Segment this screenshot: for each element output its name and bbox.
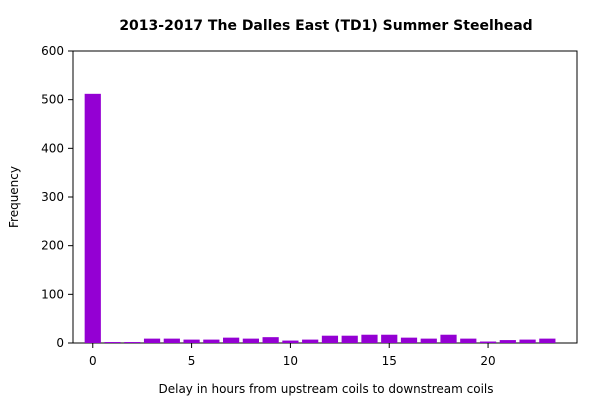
histogram-bar: [460, 338, 477, 343]
histogram-bar: [400, 337, 418, 343]
y-tick-label: 200: [41, 239, 64, 253]
chart-title: 2013-2017 The Dalles East (TD1) Summer S…: [119, 18, 532, 34]
histogram-bar: [381, 334, 398, 343]
x-axis: 0 5 10 15 20: [89, 343, 496, 368]
y-tick-label: 300: [41, 190, 64, 204]
y-tick-label: 400: [41, 141, 64, 155]
histogram-bar: [84, 93, 101, 344]
histogram-bar: [341, 335, 358, 343]
y-axis-label: Frequency: [7, 166, 21, 228]
histogram-bar: [302, 339, 319, 343]
histogram-bar: [479, 341, 497, 343]
histogram-bar: [321, 335, 339, 343]
histogram-bar: [143, 338, 161, 343]
y-axis: 0 100 200 300 400 500 600: [41, 44, 73, 350]
bars-group: [84, 93, 556, 344]
x-tick-label: 10: [283, 354, 298, 368]
histogram-bar: [440, 334, 457, 343]
histogram-bar: [282, 340, 299, 343]
plot-area: [72, 50, 578, 344]
histogram-bar: [183, 339, 200, 343]
histogram-bar: [223, 337, 240, 343]
x-tick-label: 5: [188, 354, 196, 368]
histogram-bar: [203, 339, 220, 343]
histogram-bar: [104, 342, 121, 343]
histogram-bar: [361, 334, 378, 343]
histogram-bar: [519, 339, 536, 343]
histogram-bar: [499, 340, 516, 343]
histogram-bar: [420, 338, 437, 343]
y-tick-label: 100: [41, 287, 64, 301]
x-axis-label: Delay in hours from upstream coils to do…: [158, 382, 493, 396]
x-tick-label: 15: [382, 354, 397, 368]
histogram-bar: [124, 342, 141, 343]
y-tick-label: 0: [56, 336, 64, 350]
y-tick-label: 500: [41, 93, 64, 107]
histogram-bar: [539, 338, 556, 343]
x-tick-label: 20: [480, 354, 495, 368]
y-tick-label: 600: [41, 44, 64, 58]
histogram-bar: [262, 337, 279, 343]
x-tick-label: 0: [89, 354, 97, 368]
histogram-bar: [163, 338, 180, 343]
histogram-bar: [242, 338, 259, 343]
